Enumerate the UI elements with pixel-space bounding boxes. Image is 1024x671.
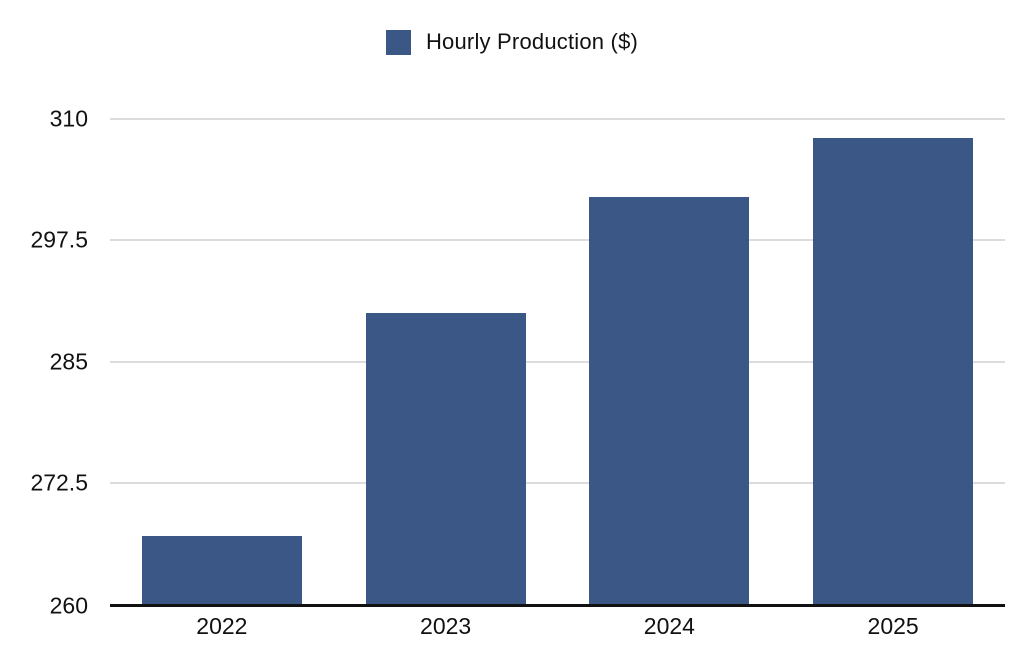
- y-axis: 260 272.5 285 297.5 310: [0, 0, 88, 671]
- gridline: [110, 118, 1005, 120]
- y-axis-tick-label: 310: [49, 105, 88, 132]
- plot-area: [110, 118, 1005, 607]
- legend-swatch: [385, 29, 411, 55]
- bar-2024: [589, 196, 750, 604]
- bar-2025: [813, 138, 974, 604]
- y-axis-tick-label: 297.5: [30, 226, 88, 253]
- gridline: [110, 239, 1005, 242]
- y-axis-tick-label: 285: [49, 348, 88, 374]
- x-axis-label-2023: 2023: [420, 613, 472, 639]
- y-axis-tick-label: 272.5: [30, 469, 88, 496]
- x-axis-label-2022: 2022: [196, 613, 248, 639]
- y-axis-tick-label: 260: [49, 592, 88, 618]
- legend-label: Hourly Production ($): [425, 29, 639, 54]
- chart-legend: Hourly Production ($): [0, 29, 1024, 55]
- gridline: [110, 360, 1005, 363]
- x-axis-label-2025: 2025: [867, 613, 919, 639]
- x-axis-label-2024: 2024: [643, 613, 695, 639]
- bar-2023: [365, 313, 526, 604]
- x-axis: 2022 2023 2024 2025: [110, 613, 1005, 647]
- gridline: [110, 481, 1005, 484]
- bar-2022: [141, 536, 302, 604]
